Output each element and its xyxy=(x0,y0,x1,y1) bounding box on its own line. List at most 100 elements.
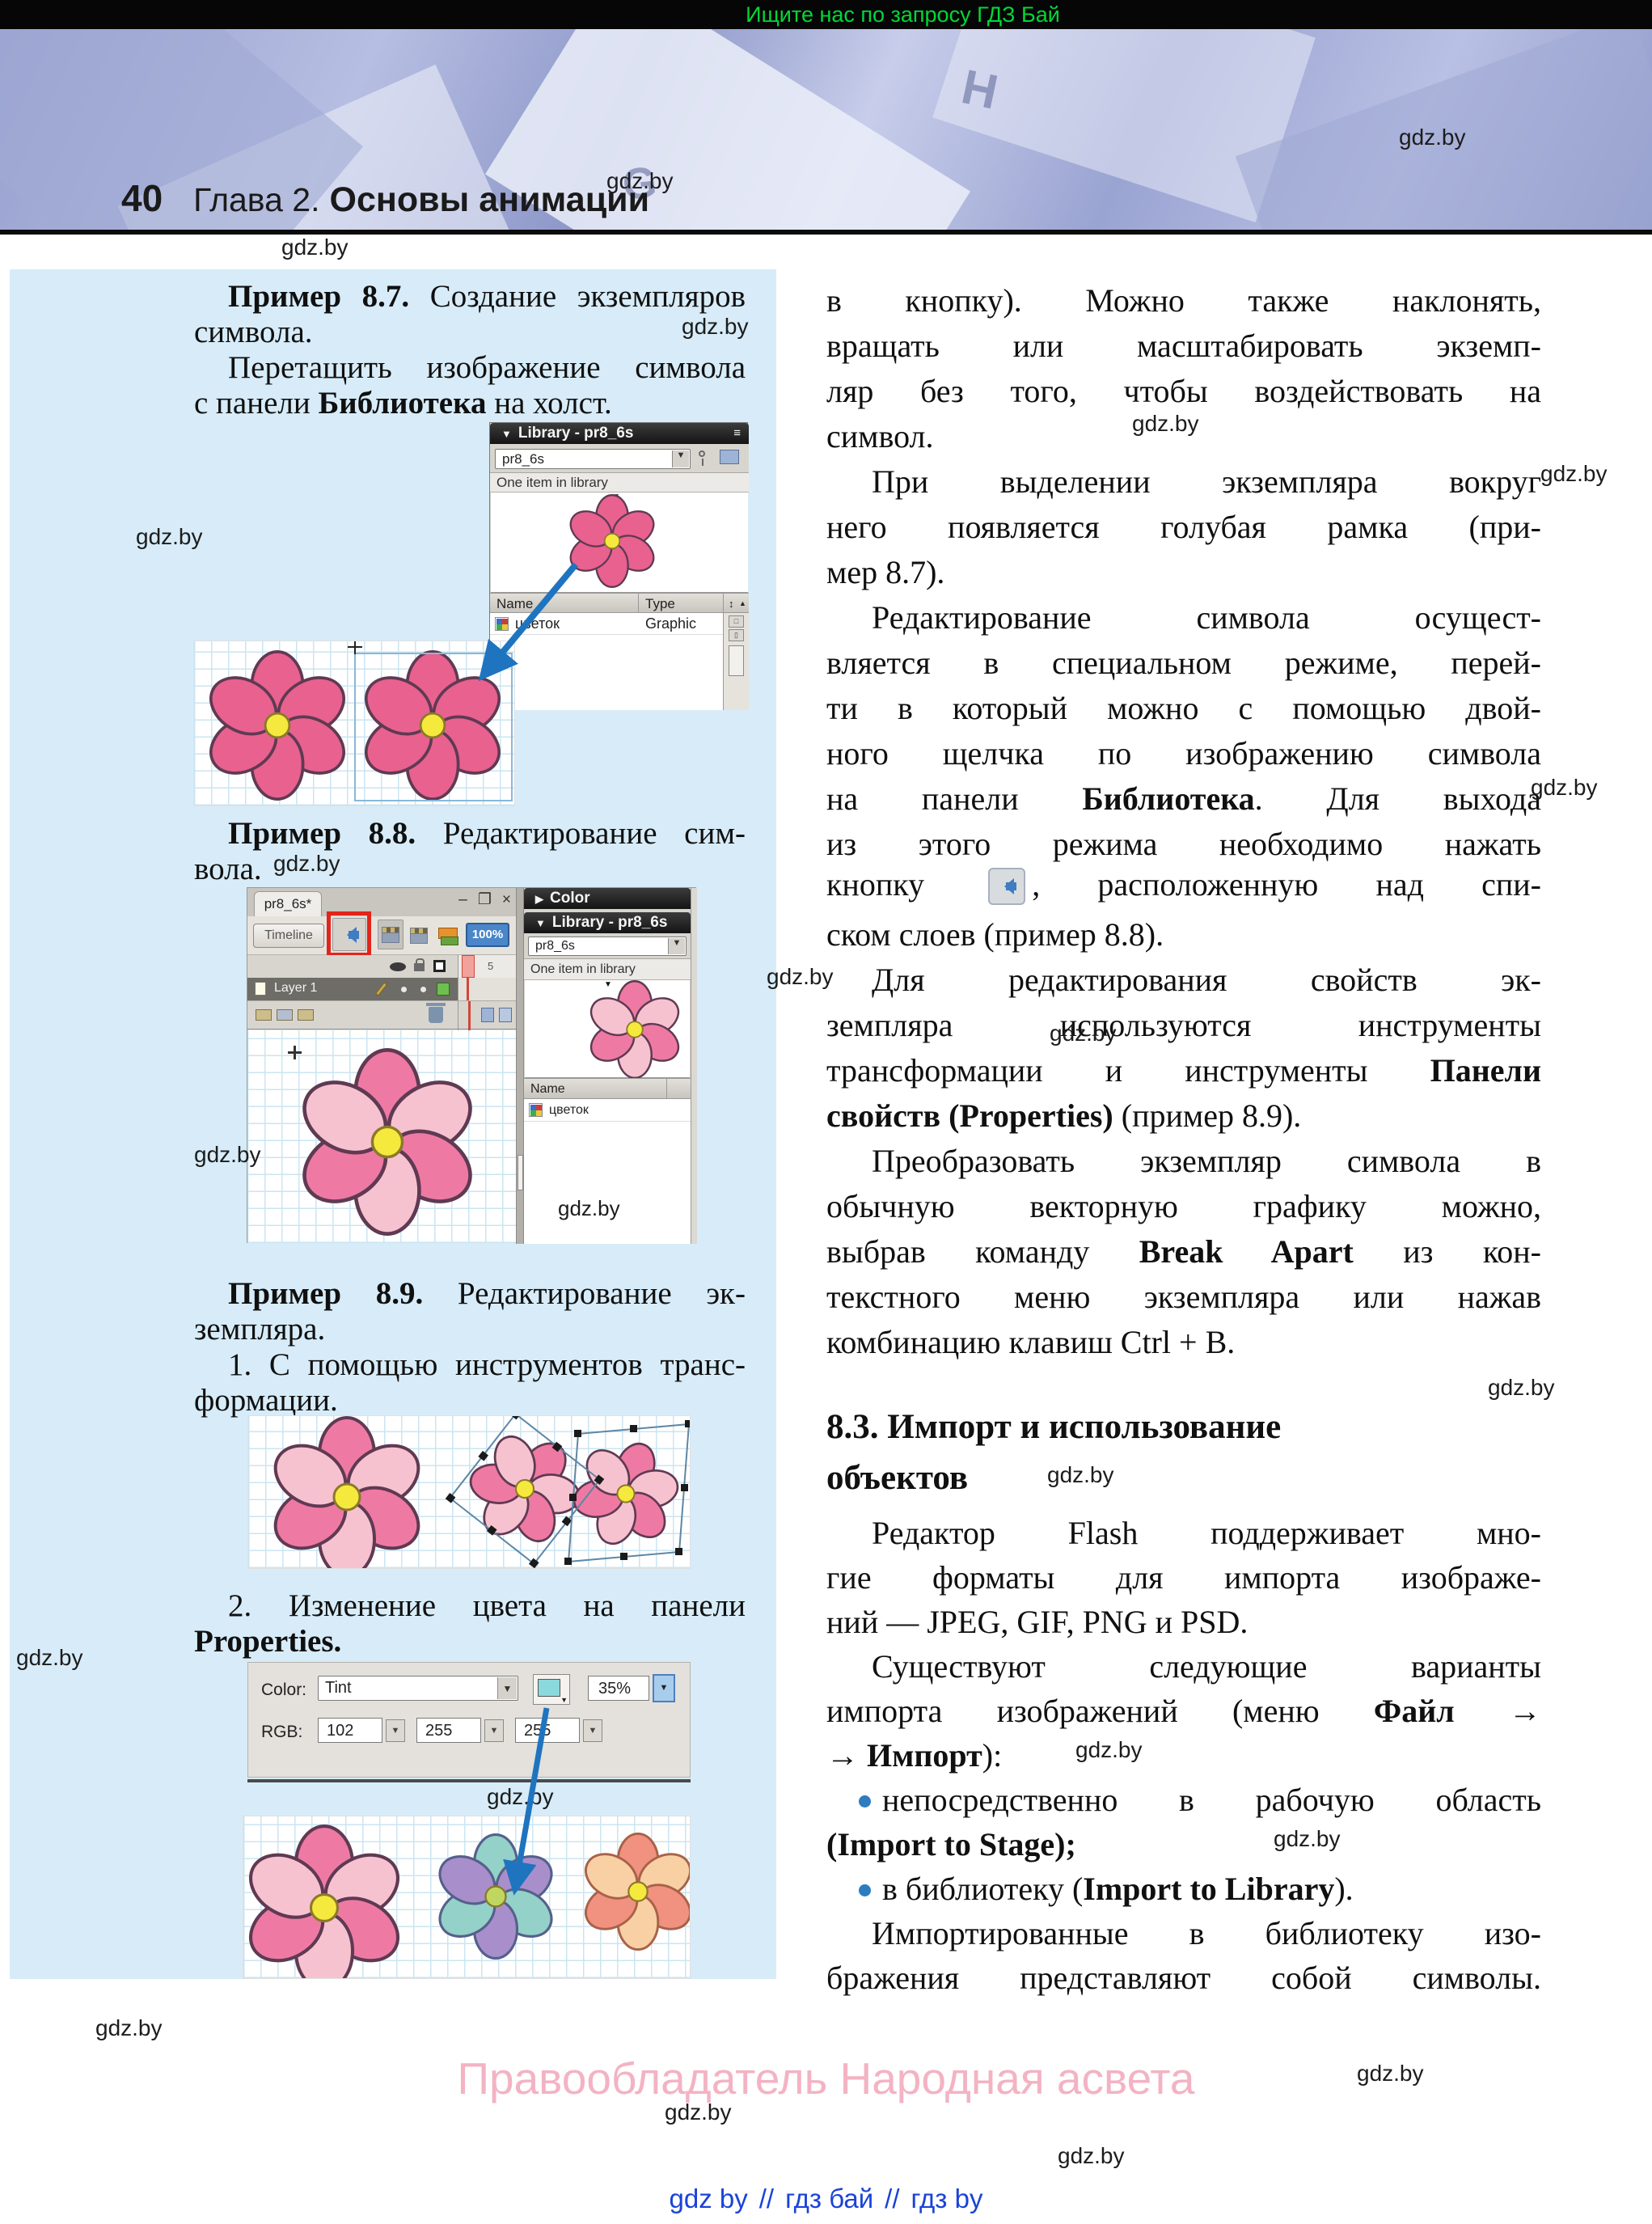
library-panel-titlebar[interactable]: ▼ Library - pr8_6s ≡ xyxy=(490,423,749,444)
rgb-b-stepper[interactable]: ▼ xyxy=(583,1719,602,1742)
color-mode-dropdown[interactable]: Tint ▼ xyxy=(318,1676,518,1701)
example-8-7-text: символа. xyxy=(194,315,313,349)
sort-direction-icon[interactable]: ▲ xyxy=(739,599,746,607)
collapse-icon[interactable]: ▼ xyxy=(501,428,512,440)
bullet-line: в библиотеку (Import to Library). xyxy=(826,1870,1541,1908)
column-name[interactable]: Name xyxy=(496,596,534,611)
color-panel-titlebar[interactable]: ▶ Color xyxy=(524,888,691,909)
swatch-dropdown-icon[interactable]: ▼ xyxy=(560,1696,568,1704)
insert-layer-icon[interactable] xyxy=(256,1009,272,1021)
column-divider xyxy=(666,1079,667,1100)
document-dropdown[interactable]: pr8_6s ▼ xyxy=(528,937,687,956)
collapse-icon[interactable]: ▼ xyxy=(535,917,546,929)
body-line: ском слоев (пример 8.8). xyxy=(826,916,1164,953)
flower-graphic xyxy=(243,1824,408,1978)
timeline-toggle-button[interactable]: Timeline xyxy=(253,924,324,948)
section-heading: 8.3. Импорт и использование xyxy=(826,1408,1282,1446)
preview-divider-icon[interactable]: ▼ xyxy=(604,980,612,989)
library-list-header[interactable]: Name xyxy=(524,1078,691,1100)
minimize-button[interactable]: – xyxy=(458,891,467,908)
document-tab[interactable]: pr8_6s* xyxy=(254,891,322,916)
restore-button[interactable]: ❐ xyxy=(477,891,492,908)
sort-icon[interactable]: ↕ xyxy=(729,598,734,610)
body-line: бражения представляют собой символы. xyxy=(826,1960,1541,1996)
outline-layers-icon[interactable] xyxy=(433,960,446,972)
stage-canvas-8-7 xyxy=(193,641,515,806)
scrollbar-handle[interactable] xyxy=(729,645,744,676)
footer-link-gdz-by[interactable]: gdz by xyxy=(669,2184,748,2213)
document-dropdown[interactable]: pr8_6s ▼ xyxy=(495,449,691,469)
rgb-r-stepper[interactable]: ▼ xyxy=(386,1719,405,1742)
flower-graphic xyxy=(585,980,684,1083)
edit-symbol-list-icon[interactable] xyxy=(438,928,458,945)
footer-link-gdz-by-ru[interactable]: гдз by xyxy=(911,2184,983,2213)
percent-stepper[interactable]: ▼ xyxy=(653,1674,675,1702)
body-line: (Import to Stage); xyxy=(826,1826,1076,1862)
rgb-b-box[interactable]: 255 xyxy=(515,1718,580,1743)
canvas-scrollbar-handle[interactable] xyxy=(518,1155,523,1190)
layer-row[interactable]: Layer 1 xyxy=(247,978,458,1000)
example-8-7-text: с панели Библиотека на холст. xyxy=(194,386,612,421)
dropdown-arrow-icon[interactable]: ▼ xyxy=(668,938,685,954)
page-number: 40 xyxy=(121,177,163,219)
exit-edit-mode-button[interactable] xyxy=(332,918,366,951)
panel-divider[interactable] xyxy=(516,888,524,1244)
graphic-symbol-icon xyxy=(495,617,509,631)
rgb-g-box[interactable]: 255 xyxy=(416,1718,481,1743)
library-scrollbar[interactable]: □ ▯ xyxy=(723,613,749,710)
lock-dot-icon[interactable] xyxy=(420,987,426,992)
column-divider xyxy=(723,594,724,614)
body-line: из этого режима необходимо нажать xyxy=(826,826,1541,862)
edit-multiple-frames-icon[interactable] xyxy=(499,1008,512,1022)
rgb-r-box[interactable]: 102 xyxy=(318,1718,382,1743)
zoom-level-box[interactable]: 100% xyxy=(466,923,509,947)
edit-symbols-button[interactable] xyxy=(408,923,433,949)
header-image: H G 40 Глава 2. Основы анимации gdz.by gdz… xyxy=(0,29,1652,230)
insert-folder-icon[interactable] xyxy=(298,1009,314,1021)
library-list-header[interactable]: Name Type ↕ ▲ xyxy=(490,593,749,614)
rgb-g-stepper[interactable]: ▼ xyxy=(484,1719,504,1742)
layer-outline-color[interactable] xyxy=(437,983,450,996)
new-library-icon[interactable] xyxy=(720,450,739,464)
flower-graphic xyxy=(565,494,659,592)
onion-skin-icon[interactable] xyxy=(481,1008,494,1022)
column-name[interactable]: Name xyxy=(530,1082,565,1096)
watermark: gdz.by xyxy=(767,964,834,989)
item-name[interactable]: цветок xyxy=(549,1103,589,1117)
lock-layers-icon[interactable] xyxy=(414,958,425,971)
pin-panel-icon[interactable] xyxy=(699,450,705,466)
dropdown-arrow-icon[interactable]: ▼ xyxy=(497,1677,517,1699)
tint-color-swatch[interactable]: ▼ xyxy=(533,1674,570,1705)
properties-panel: Color: Tint ▼ ▼ 35% ▼ RGB: 102 ▼ 255 ▼ 2… xyxy=(247,1662,691,1778)
dropdown-arrow-icon[interactable]: ▼ xyxy=(672,450,689,467)
instance-selection-frame[interactable] xyxy=(354,653,513,801)
item-name[interactable]: цветок xyxy=(515,615,560,632)
swatch-color xyxy=(538,1679,560,1697)
tint-percent-value: 35% xyxy=(598,1680,632,1698)
visibility-dot-icon[interactable] xyxy=(401,987,407,992)
body-line: символ. xyxy=(826,418,934,455)
library-panel-titlebar[interactable]: ▼ Library - pr8_6s xyxy=(524,912,691,933)
library-item-row[interactable]: цветок Graphic xyxy=(490,613,723,635)
edit-scene-button[interactable] xyxy=(378,920,403,949)
back-arrow-icon xyxy=(339,926,360,943)
close-button[interactable]: × xyxy=(501,891,511,908)
library-item-row[interactable]: цветок xyxy=(524,1099,691,1122)
delete-layer-icon[interactable] xyxy=(426,1003,446,1023)
example-8-9-step2: 2. Изменение цвета на панели xyxy=(228,1588,746,1623)
flower-graphic xyxy=(202,650,353,805)
footer-link-gdz-bai[interactable]: гдз бай xyxy=(785,2184,874,2213)
add-motion-guide-icon[interactable] xyxy=(277,1009,293,1021)
panel-menu-icon[interactable]: ≡ xyxy=(733,426,741,440)
collapse-icon[interactable]: ▶ xyxy=(535,893,543,905)
tint-percent-box[interactable]: 35% xyxy=(588,1676,649,1701)
column-type[interactable]: Type xyxy=(645,596,675,611)
playhead[interactable] xyxy=(462,955,475,978)
layer-name[interactable]: Layer 1 xyxy=(274,981,318,995)
show-hide-layers-icon[interactable] xyxy=(390,962,406,971)
body-line: Редактирование символа осущест- xyxy=(872,599,1541,636)
top-banner: Ищите нас по запросу ГДЗ Бай xyxy=(0,0,1652,29)
rgb-b-value: 255 xyxy=(524,1722,551,1740)
exit-edit-mode-button-icon xyxy=(988,868,1026,905)
watermark: gdz.by xyxy=(487,1784,554,1809)
